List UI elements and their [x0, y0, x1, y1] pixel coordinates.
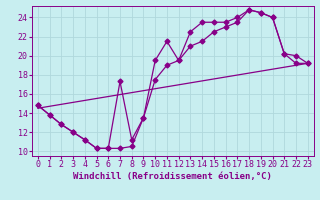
X-axis label: Windchill (Refroidissement éolien,°C): Windchill (Refroidissement éolien,°C): [73, 172, 272, 181]
